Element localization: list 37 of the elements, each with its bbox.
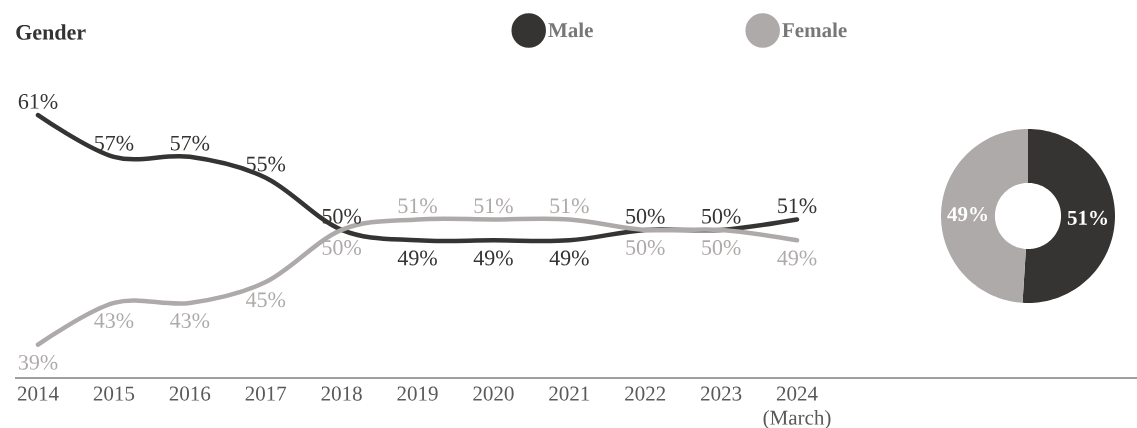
data-label: 45%: [245, 292, 286, 308]
data-label: 57%: [170, 135, 210, 151]
x-tick-label: 2015: [93, 386, 135, 401]
chart-title: Gender: [16, 24, 86, 40]
data-label: 50%: [702, 208, 741, 224]
x-tick-label: 2021: [549, 386, 590, 401]
data-label: 49%: [473, 250, 513, 266]
data-label: 49%: [947, 206, 988, 222]
x-tick-label: 2018: [321, 386, 362, 401]
data-label: 43%: [94, 313, 134, 329]
data-label: 51%: [474, 198, 513, 214]
x-tick-label: 2022: [625, 386, 666, 401]
data-label: 50%: [702, 240, 741, 256]
data-label: 57%: [95, 135, 134, 151]
data-label: 49%: [549, 250, 589, 266]
data-label: 55%: [246, 156, 286, 172]
x-tick-label: 2016: [169, 386, 211, 401]
data-label: 51%: [778, 198, 817, 214]
data-label: 50%: [322, 240, 362, 256]
legend-label: Male: [548, 22, 593, 38]
x-tick-label: 2017: [245, 386, 287, 401]
data-label: 61%: [18, 93, 58, 109]
legend-label: Female: [782, 22, 847, 38]
data-label: 50%: [626, 240, 665, 256]
x-tick-label: 2014: [17, 386, 59, 401]
data-label: 51%: [550, 198, 589, 214]
x-tick-label: 2020: [473, 386, 514, 401]
data-label: 50%: [322, 208, 362, 224]
data-label: 49%: [777, 250, 817, 266]
x-tick-label: 2019: [397, 386, 438, 401]
data-label: 39%: [18, 354, 58, 370]
data-label: 49%: [397, 250, 437, 266]
data-label: 51%: [1067, 210, 1108, 225]
data-label: 43%: [170, 313, 210, 329]
x-tick-label: 2023: [701, 386, 742, 401]
data-label: 51%: [398, 198, 437, 214]
data-label: 50%: [626, 208, 665, 224]
